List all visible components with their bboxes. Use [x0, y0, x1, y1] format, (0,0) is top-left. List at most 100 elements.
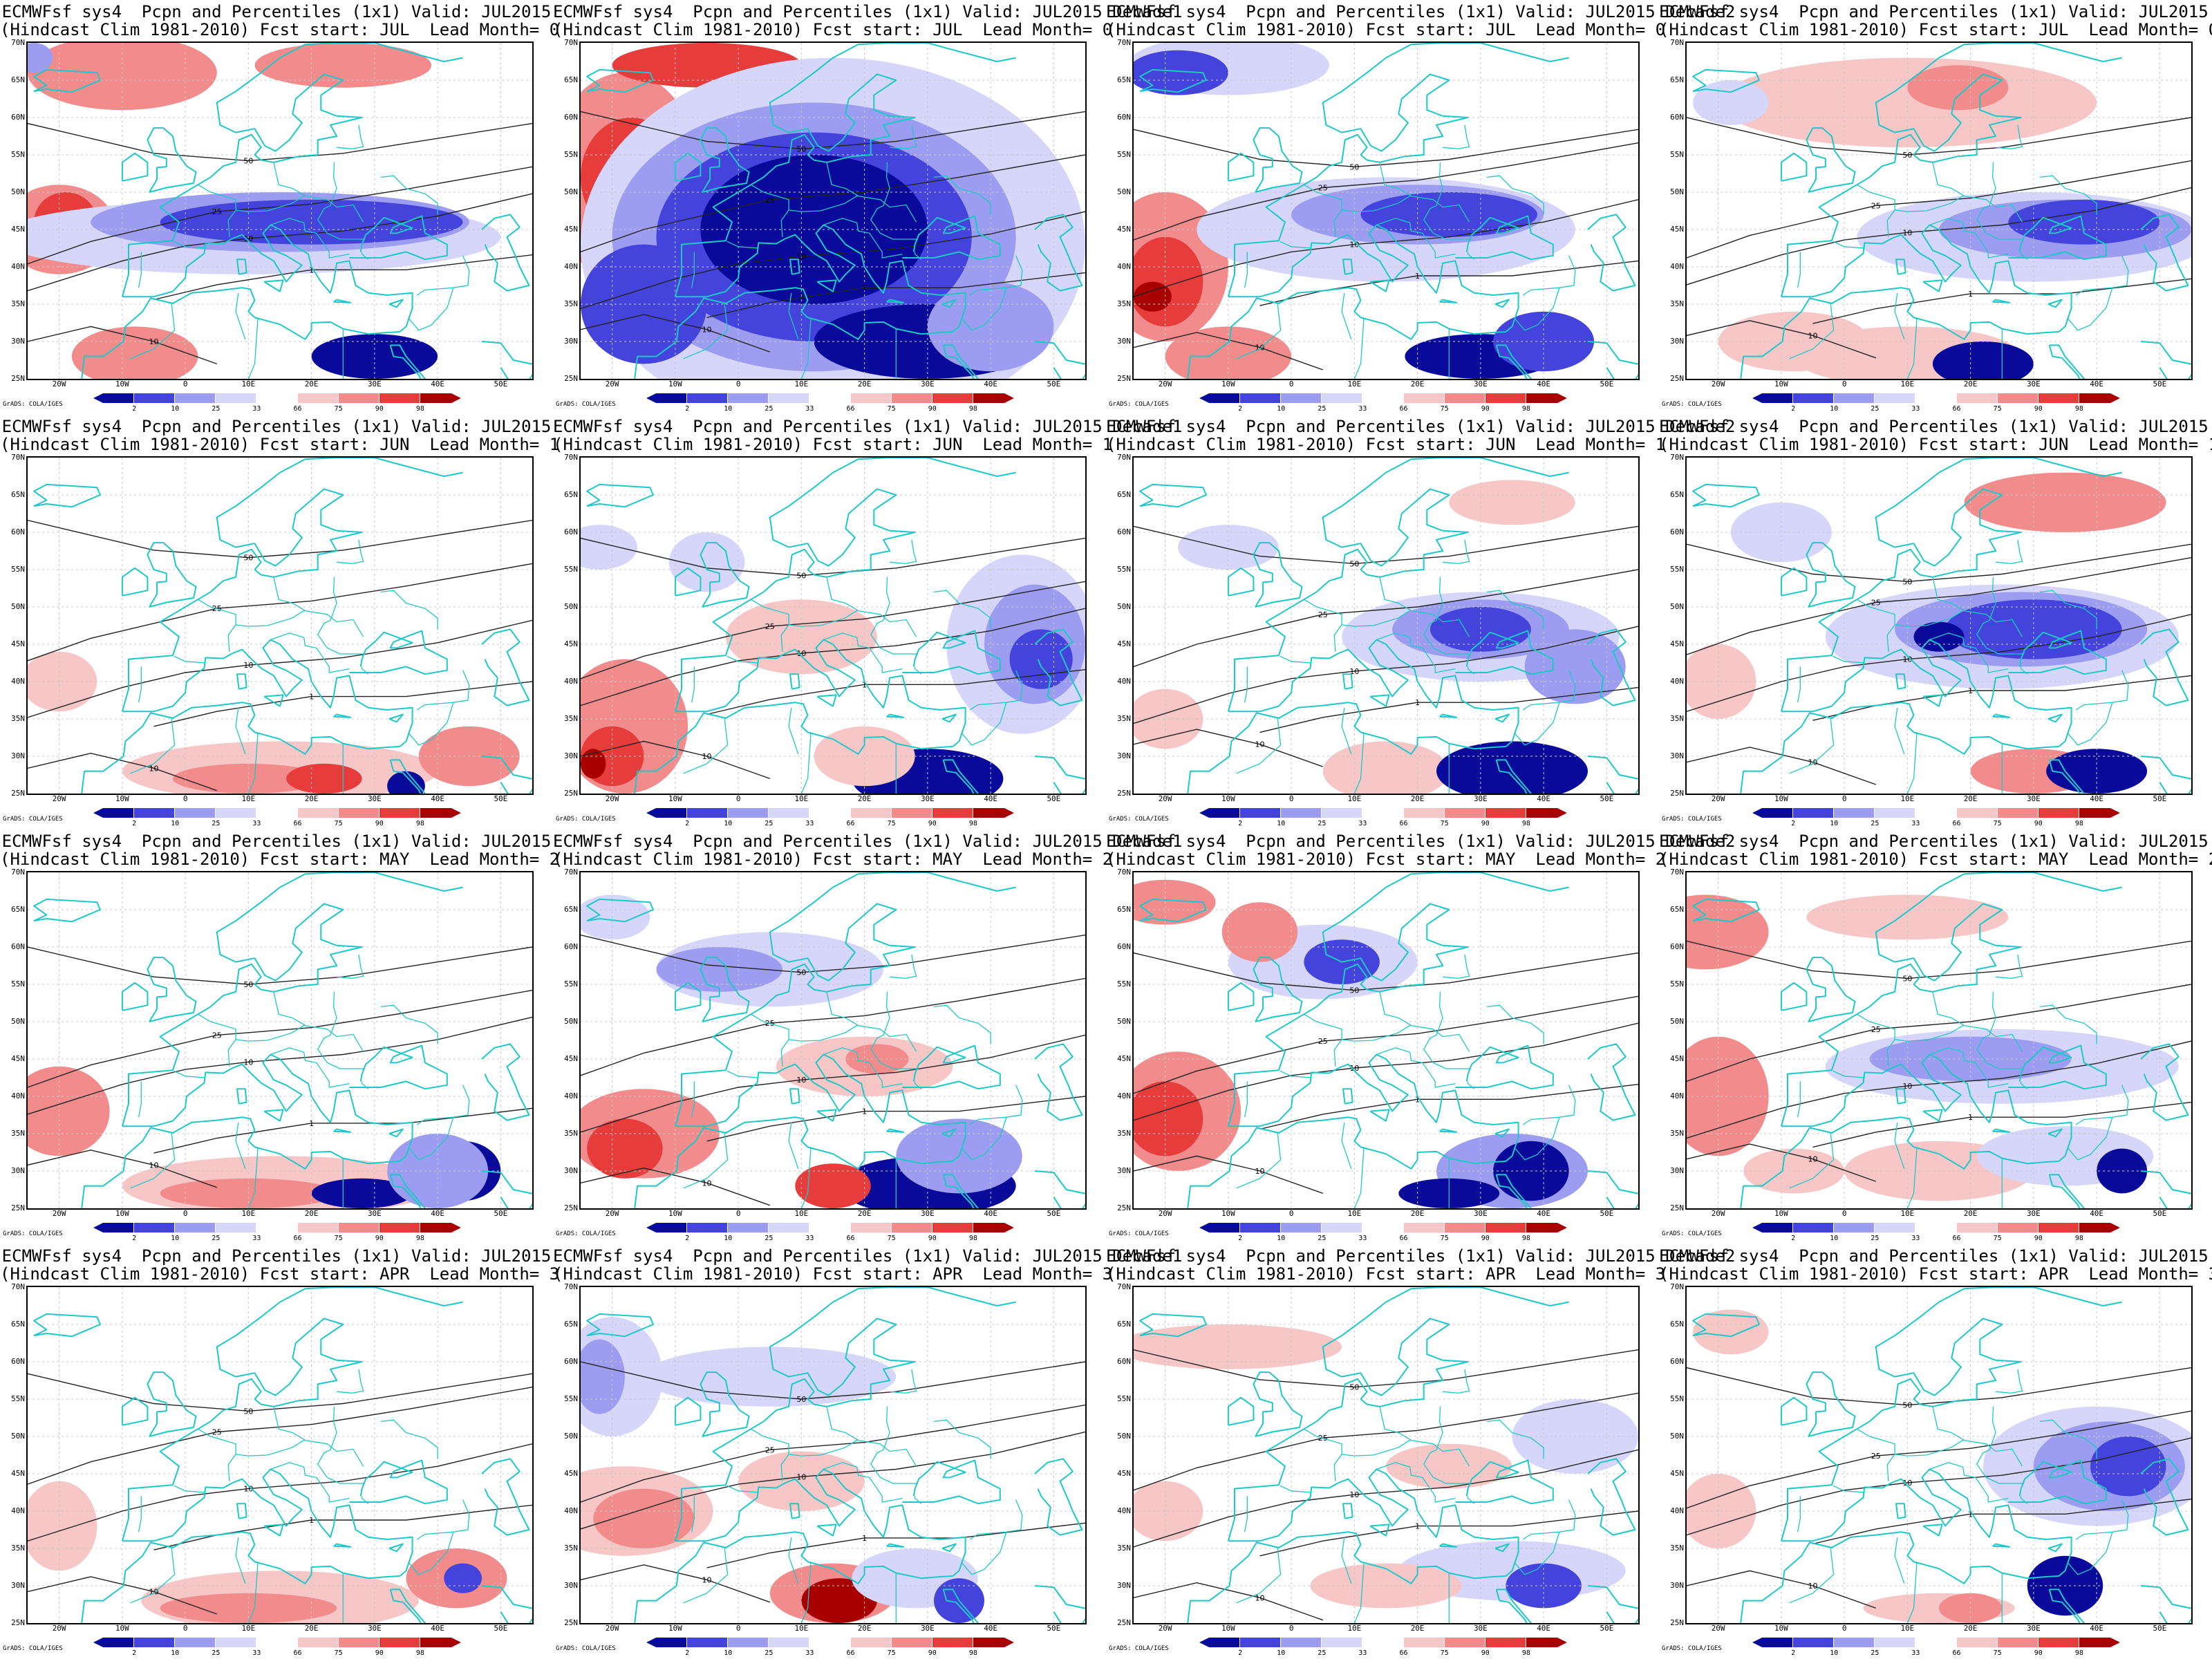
mixed-icon: 25 10 50 1 10 [1134, 872, 1638, 1208]
panel-subtitle: (Hindcast Clim 1981-2010) Fcst start: AP… [0, 1264, 560, 1284]
climatology-contour [28, 1576, 218, 1615]
colorbar-segment [379, 1638, 420, 1647]
latitude-label: 50N [1670, 1017, 1684, 1026]
contour-label: 1 [309, 1119, 314, 1128]
country-border [1486, 590, 1544, 630]
colorbar-segment [1526, 393, 1567, 403]
anomaly-region [1493, 311, 1595, 372]
longitude-label: 50E [2153, 379, 2167, 388]
country-border [1857, 1013, 1895, 1067]
panel-subtitle: (Hindcast Clim 1981-2010) Fcst start: MA… [1106, 850, 1666, 869]
colorbar-label: 66 [1399, 820, 1408, 827]
latitude-label: 35N [1670, 1544, 1684, 1553]
climatology-contour [1134, 199, 1638, 297]
colorbar-label: 25 [212, 405, 221, 413]
country-border [409, 702, 454, 746]
longitude-label: 10W [1221, 794, 1235, 803]
colorbar-label: 66 [846, 1235, 855, 1242]
colorbar-segment [338, 393, 379, 403]
colorbar-label: 10 [1277, 820, 1286, 827]
country-border [1379, 577, 1412, 611]
longitude-label: 40E [1537, 1209, 1551, 1218]
coastline [121, 1287, 463, 1541]
contour-label: 10 [1349, 1064, 1359, 1073]
coastline [121, 982, 149, 1011]
country-border [138, 1496, 142, 1533]
country-border [273, 577, 306, 611]
climatology-contour [28, 946, 532, 985]
coastline [1740, 1116, 2059, 1208]
coastline [263, 1109, 284, 1122]
contour-label: 1 [309, 265, 314, 274]
coastline [586, 68, 654, 93]
country-border [1467, 666, 1475, 675]
coastline [1895, 673, 1906, 690]
blue-belt-icon: 25 10 50 1 10 [1687, 43, 2191, 379]
country-border [138, 252, 142, 288]
colorbar-label: 33 [252, 1235, 261, 1242]
contour-label: 25 [765, 622, 775, 631]
country-border [683, 1132, 729, 1189]
colorbar-label: 75 [1993, 820, 2002, 827]
latitude-label: 65N [1670, 490, 1684, 499]
country-border [1929, 218, 2009, 259]
climatology-contour [1812, 675, 2191, 721]
map-panel: ECMWFsf sys4 Pcpn and Percentiles (1x1) … [1659, 415, 2212, 830]
coastline [1781, 224, 2072, 332]
panel-subtitle: (Hindcast Clim 1981-2010) Fcst start: AP… [1106, 1264, 1666, 1284]
country-border [236, 195, 364, 223]
colorbar-segment [256, 808, 298, 818]
precip-percentile-map: 25 10 50 1 10 [1132, 456, 1640, 795]
colorbar-segment [973, 393, 1014, 403]
colorbar-label: 90 [375, 1649, 384, 1657]
colorbar-label: 33 [1358, 1235, 1367, 1242]
colorbar-label: 2 [1238, 1649, 1243, 1657]
colorbar-label: 98 [415, 1649, 424, 1657]
country-border [962, 1532, 1007, 1575]
country-border [969, 1499, 1023, 1540]
country-border [1932, 162, 1965, 196]
longitude-label: 30E [367, 794, 382, 803]
colorbar [1199, 1223, 1567, 1232]
colorbar-segment [1997, 1638, 2038, 1647]
country-border [1976, 577, 2025, 655]
colorbar-label: 33 [805, 820, 814, 827]
grads-credit: GrADS: COLA/IGES [556, 1230, 616, 1237]
longitude-label: 20E [304, 379, 319, 388]
longitude-label: 10W [668, 794, 682, 803]
climatology-contour [1134, 332, 1324, 371]
latitude-label: 25N [564, 789, 578, 798]
longitude-label: 40E [984, 1209, 998, 1218]
latitude-label: 50N [11, 1017, 25, 1026]
country-border [1379, 162, 1412, 196]
coastline [122, 224, 413, 332]
contour-label: 1 [1415, 1095, 1420, 1104]
anomaly-region [2097, 1148, 2148, 1194]
latitude-label: 65N [564, 75, 578, 84]
latitude-label: 65N [11, 490, 25, 499]
coastline [2047, 1128, 2063, 1138]
country-border [823, 1462, 903, 1503]
colorbar-label: 66 [846, 1649, 855, 1657]
country-border [962, 1117, 1007, 1161]
colorbar-segment [1485, 1223, 1526, 1232]
country-border [1486, 1419, 1544, 1459]
colorbar-segment [1956, 1223, 1998, 1232]
colorbar-segment [1485, 808, 1526, 818]
anomaly-region [1134, 281, 1172, 312]
country-border [174, 655, 206, 664]
coastline [147, 542, 197, 608]
colorbar-segment [1322, 808, 1363, 818]
coastline [349, 1044, 448, 1090]
country-border [683, 1547, 729, 1604]
country-border [1833, 1485, 1865, 1493]
climatology-contour [28, 1443, 532, 1541]
colorbar-label: 66 [293, 405, 302, 413]
coastline [700, 542, 750, 608]
longitude-label: 20W [1158, 794, 1172, 803]
colorbar-label: 66 [846, 820, 855, 827]
coastline [941, 713, 957, 723]
colorbar-label: 98 [1521, 1235, 1530, 1242]
colorbar-segment [134, 1223, 176, 1232]
country-border [751, 184, 789, 237]
